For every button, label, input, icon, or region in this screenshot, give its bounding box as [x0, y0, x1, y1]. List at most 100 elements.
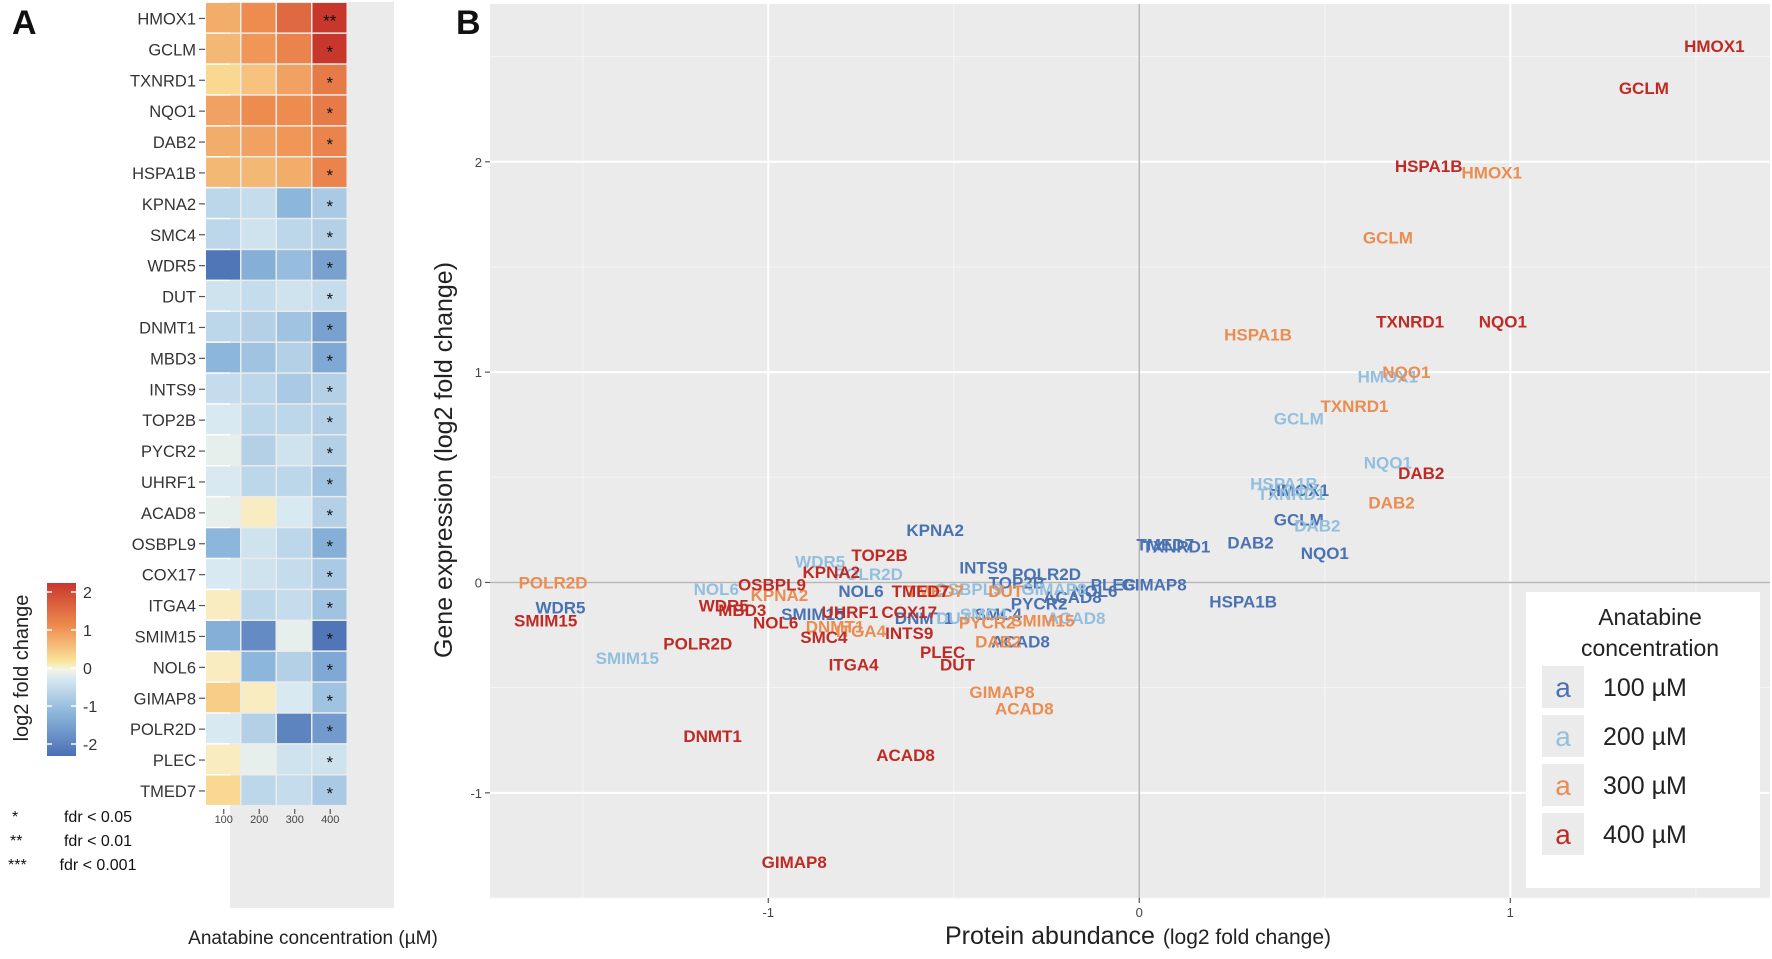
- y-tick-label: 1: [475, 365, 482, 380]
- heatmap-row-label: NQO1: [149, 103, 196, 121]
- heatmap-cell: [206, 435, 240, 465]
- heatmap-cell: [277, 404, 311, 435]
- gene-point-label: HMOX1: [1358, 367, 1418, 386]
- significance-mark: *: [326, 537, 333, 556]
- heatmap-cell: [312, 188, 347, 218]
- significance-mark: *: [326, 506, 333, 525]
- heatmap-cell: [206, 188, 240, 218]
- heatmap-cell: [241, 64, 276, 95]
- heatmap-cell: [206, 342, 240, 373]
- gene-point-label: TMED7: [892, 582, 950, 601]
- heatmap-column-label: 400: [321, 814, 339, 826]
- heatmap-cell: [206, 219, 240, 249]
- significance-legend-label: fdr < 0.05: [64, 809, 132, 826]
- significance-mark: *: [326, 722, 333, 741]
- heatmap-cell: [206, 651, 240, 682]
- heatmap-cell: [206, 312, 240, 342]
- significance-legend-label: fdr < 0.01: [64, 833, 132, 850]
- heatmap-cell: [241, 621, 276, 651]
- gene-point-label: GIMAP8: [1021, 580, 1086, 599]
- heatmap-cell: [241, 250, 276, 280]
- heatmap-cell: [277, 342, 311, 373]
- significance-mark: *: [326, 784, 333, 803]
- significance-mark: *: [326, 197, 333, 216]
- heatmap-row-label: POLR2D: [130, 721, 196, 739]
- heatmap-cell: [312, 744, 347, 774]
- panel-a-letter: A: [12, 4, 37, 42]
- gene-point-label: GCLM: [1274, 510, 1324, 529]
- gene-point-label: DAB2: [1368, 494, 1414, 513]
- gene-point-label: DNMT1: [806, 618, 865, 637]
- heatmap-cell: [277, 281, 311, 311]
- heatmap-cell: [312, 95, 347, 126]
- heatmap-row-label: NOL6: [153, 659, 196, 677]
- significance-mark: *: [326, 753, 333, 772]
- gene-point-label: DNMT1: [895, 609, 954, 628]
- gene-point-label: NOL6: [838, 582, 883, 601]
- significance-mark: *: [326, 166, 333, 185]
- colorbar-tick-label: 0: [83, 661, 92, 678]
- heatmap-cell: [241, 373, 276, 404]
- legend-key-glyph: a: [1555, 672, 1571, 703]
- heatmap-cell: [277, 621, 311, 651]
- gene-point-label: OSBPL9: [935, 580, 1003, 599]
- heatmap-cell: [241, 528, 276, 558]
- gene-point-label: HMOX1: [1269, 481, 1329, 500]
- scatter-axis-ticks: -1 0 1 -1 0 1 2: [470, 155, 1513, 920]
- significance-mark: *: [326, 599, 333, 618]
- heatmap-cell: [241, 497, 276, 527]
- colorbar-tick-label: -2: [83, 737, 97, 754]
- heatmap-cell: [312, 157, 347, 187]
- legend-key-box: [1542, 764, 1584, 806]
- heatmap-cell: [206, 95, 240, 126]
- gene-point-label: KPNA2: [906, 521, 964, 540]
- gene-point-label: OSBPL9: [738, 576, 806, 595]
- gene-point-label: NOL6: [1072, 582, 1117, 601]
- legend-key-box: [1542, 813, 1584, 855]
- heatmap-cell: [312, 713, 347, 744]
- legend-key-box: [1542, 666, 1584, 708]
- heatmap-cell: [312, 250, 347, 280]
- scatter-legend: Anatabine concentration a 100 µM a 200 µM a 30…: [1526, 592, 1760, 888]
- heatmap-cell: [241, 559, 276, 589]
- heatmap-cell: [241, 466, 276, 496]
- heatmap-cell: [241, 312, 276, 342]
- significance-legend-symbol: ***: [8, 857, 27, 874]
- gene-point-label: POLR2D: [663, 634, 732, 653]
- gene-point-label: NOL6: [753, 613, 798, 632]
- gene-point-label: GCLM: [1363, 228, 1413, 247]
- heatmap-cell: [277, 528, 311, 558]
- gene-point-label: ITGA4: [829, 656, 880, 675]
- heatmap-cell: [206, 281, 240, 311]
- significance-mark: *: [326, 382, 333, 401]
- y-tick-label: 2: [475, 155, 482, 170]
- heatmap-row-label: DNMT1: [139, 319, 196, 337]
- heatmap-cell: [312, 3, 347, 33]
- heatmap-cell: [312, 219, 347, 249]
- heatmap-row-labels: HMOX1 GCLM TXNRD1 NQO1 DAB2 HSPA1B KPNA2 SMC4 WD…: [130, 10, 205, 801]
- heatmap-panel: *************************** HMOX1GCLMTXN…: [8, 2, 438, 949]
- gene-point-label: GIMAP8: [762, 853, 827, 872]
- heatmap-cell: [312, 404, 347, 435]
- heatmap-row-label: COX17: [142, 567, 196, 585]
- gene-point-label: PYCR2: [1011, 595, 1068, 614]
- legend-item-label: 300 µM: [1603, 772, 1687, 800]
- heatmap-cell: [277, 373, 311, 404]
- heatmap-row-label: PLEC: [153, 752, 196, 770]
- heatmap-cell: [241, 95, 276, 126]
- heatmap-cell: [277, 713, 311, 744]
- heatmap-cell: [241, 404, 276, 435]
- gene-point-label: GIMAP8: [969, 683, 1034, 702]
- gene-point-label: TMED7: [906, 582, 964, 601]
- significance-mark: *: [326, 444, 333, 463]
- heatmap-cell: [241, 682, 276, 713]
- heatmap-row-label: HSPA1B: [132, 165, 196, 183]
- heatmap-row-label: OSBPL9: [132, 536, 196, 554]
- heatmap-cell: [312, 281, 347, 311]
- heatmap-cell: [277, 219, 311, 249]
- legend-item-label: 200 µM: [1603, 723, 1687, 751]
- heatmap-cell: [241, 744, 276, 774]
- heatmap-cell: [241, 651, 276, 682]
- heatmap-cell: [277, 250, 311, 280]
